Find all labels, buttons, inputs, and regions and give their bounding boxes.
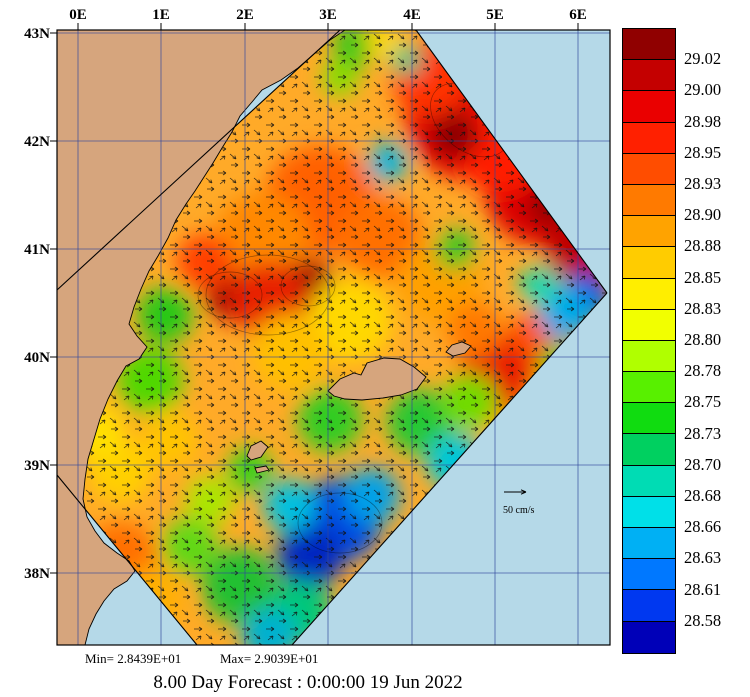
x-axis-label: 0E [69, 7, 87, 23]
colorbar-label: 28.93 [684, 174, 722, 193]
x-axis-label: 5E [486, 7, 504, 23]
y-axis-label: 39N [24, 458, 50, 474]
min-label: Min= 2.8439E+01 [85, 651, 181, 666]
colorbar-label: 28.90 [684, 205, 722, 225]
y-axis-label: 43N [24, 26, 50, 42]
colorbar-label: 28.75 [684, 392, 722, 412]
colorbar-label: 28.85 [684, 267, 722, 287]
colorbar-segment [623, 29, 675, 61]
x-axis-label: 6E [569, 7, 587, 23]
colorbar-segment [623, 91, 675, 123]
island-mallorca [327, 357, 427, 401]
colorbar-label: 29.02 [684, 49, 722, 69]
colorbar-segment [623, 340, 675, 373]
colorbar-segment [623, 590, 675, 622]
colorbar-label: 28.88 [684, 236, 722, 256]
colorbar-label: 28.98 [684, 111, 722, 131]
colorbar-segment [623, 403, 675, 435]
colorbar-label: 28.70 [684, 454, 722, 474]
colorbar-label: 28.63 [684, 548, 722, 568]
x-axis-labels: 0E 1E 2E 3E 4E 5E 6E [69, 7, 587, 23]
colorbar-label: 28.66 [684, 517, 722, 537]
colorbar-segment [623, 528, 675, 560]
colorbar-label: 28.95 [684, 142, 722, 162]
domain-outline [56, 29, 608, 646]
max-label: Max= 2.9039E+01 [220, 651, 318, 666]
island-menorca [445, 341, 472, 357]
colorbar-segment [623, 372, 675, 404]
colorbar-segment [623, 621, 675, 653]
colorbar-segment [623, 434, 675, 466]
colorbar-segment [623, 496, 675, 528]
colorbar-bar [622, 28, 676, 654]
colorbar-segment [623, 465, 675, 497]
colorbar-label: 28.73 [684, 423, 722, 443]
island-ibiza [246, 440, 269, 461]
colorbar-segment [623, 60, 675, 92]
x-axis-label: 2E [236, 7, 254, 23]
colorbar-segment [623, 247, 675, 279]
colorbar: 29.02 29.00 28.98 28.95 28.93 28.90 28.88 28.85… [622, 0, 750, 697]
y-axis-label: 41N [24, 242, 50, 258]
colorbar-segment [623, 309, 675, 341]
colorbar-label: 28.83 [684, 298, 722, 318]
colorbar-segment [623, 216, 675, 248]
colorbar-label: 28.78 [684, 361, 722, 381]
x-axis-label: 3E [319, 7, 337, 23]
colorbar-segment [623, 559, 675, 591]
colorbar-labels: 29.02 29.00 28.98 28.95 28.93 28.90 28.88 28.85… [622, 0, 750, 697]
y-axis-label: 40N [24, 350, 50, 366]
colorbar-label: 28.58 [684, 610, 722, 630]
colorbar-label: 28.61 [684, 579, 722, 599]
plot-frame [56, 29, 611, 646]
colorbar-label: 28.68 [684, 486, 722, 505]
grid-lines [57, 30, 610, 645]
plot-title: 8.00 Day Forecast : 0:00:00 19 Jun 2022 [153, 672, 462, 693]
colorbar-segment [623, 153, 675, 185]
x-axis-label: 4E [403, 7, 421, 23]
colorbar-segment [623, 184, 675, 217]
y-axis-label: 38N [24, 566, 50, 582]
colorbar-segment [623, 278, 675, 310]
scale-arrow: 50 cm/s [503, 489, 534, 516]
colorbar-label: 28.80 [684, 330, 722, 349]
axis-ticks [50, 23, 579, 574]
x-axis-label: 1E [152, 7, 170, 23]
colorbar-segment [623, 122, 675, 154]
scale-label: 50 cm/s [503, 505, 534, 516]
land-layer [57, 30, 472, 645]
y-axis-label: 42N [24, 134, 50, 150]
y-axis-labels: 43N 42N 41N 40N 39N 38N [24, 26, 50, 582]
island-formentera [254, 465, 270, 474]
colorbar-label: 29.00 [684, 80, 722, 100]
